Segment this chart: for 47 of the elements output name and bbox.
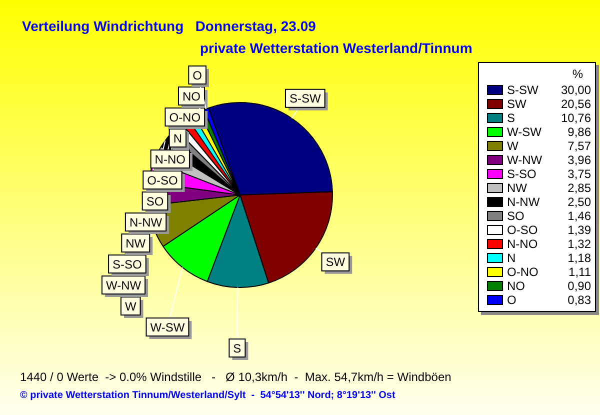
- legend-label: S: [507, 111, 516, 125]
- text: © private Wetterstation Tinnum/Westerland/Sylt - 54°54'13'' Nord; 8°19'13'' Ost: [20, 390, 396, 401]
- data-label: 3,96: [566, 153, 591, 167]
- data-label: 20,56: [560, 97, 591, 111]
- legend-label: N-NW: [507, 195, 541, 209]
- slice-label: SW: [326, 255, 346, 270]
- legend-title: %: [571, 67, 584, 83]
- category-label: N-NO: [154, 152, 186, 166]
- legend-label: O: [507, 293, 518, 307]
- data-label: 1,39: [566, 223, 591, 237]
- data-label: 9,86: [566, 125, 591, 139]
- data-label: 30,00: [560, 83, 591, 97]
- legend-label: SO: [507, 209, 526, 223]
- data-label: 1,11: [568, 265, 591, 279]
- slice-label: NO: [182, 89, 200, 104]
- data-label: 7,57: [566, 139, 591, 153]
- legend-label: S-SW: [507, 83, 540, 97]
- legend-label: NO: [507, 279, 526, 293]
- legend-label: W-NW: [507, 153, 544, 167]
- data-label: 3,75: [566, 167, 591, 181]
- data-label: 1,32: [566, 237, 591, 251]
- category-label: O-NO: [169, 110, 201, 124]
- slice-label: S-SW: [289, 92, 322, 106]
- legend-label: NW: [507, 181, 528, 195]
- legend-label: N: [507, 251, 517, 265]
- chart-subtitle: private Wetterstation Westerland/Tinnum: [200, 40, 472, 56]
- category-label: N: [173, 131, 182, 146]
- text: 1440 / 0 Werte -> 0.0% Windstille - Ø 10,3km/h - Max. 54,7km/h = Windböen: [20, 370, 452, 384]
- data-label: 2,50: [566, 195, 591, 209]
- legend-label: S-SO: [507, 167, 538, 181]
- data-label: 1,18: [566, 251, 591, 265]
- data-label: 2,85: [566, 181, 591, 195]
- legend-label: W-SW: [507, 125, 542, 139]
- slice-label: W: [124, 299, 137, 314]
- legend-label: SW: [507, 97, 528, 111]
- legend-label: W: [507, 139, 520, 153]
- data-label: 10,76: [560, 111, 591, 125]
- data-label: 1,46: [566, 209, 591, 223]
- data-label: 0,83: [566, 293, 591, 307]
- legend-label: N-NO: [507, 237, 539, 251]
- legend-label: O-NO: [507, 265, 540, 279]
- slice-label: O: [192, 68, 202, 82]
- chart-title: Verteilung Windrichtung Donnerstag, 23.09: [22, 18, 316, 34]
- data-label: 0,90: [566, 279, 591, 293]
- slice-label: W-SW: [150, 320, 186, 334]
- legend-label: O-SO: [507, 223, 539, 237]
- slice-label: S: [233, 341, 242, 356]
